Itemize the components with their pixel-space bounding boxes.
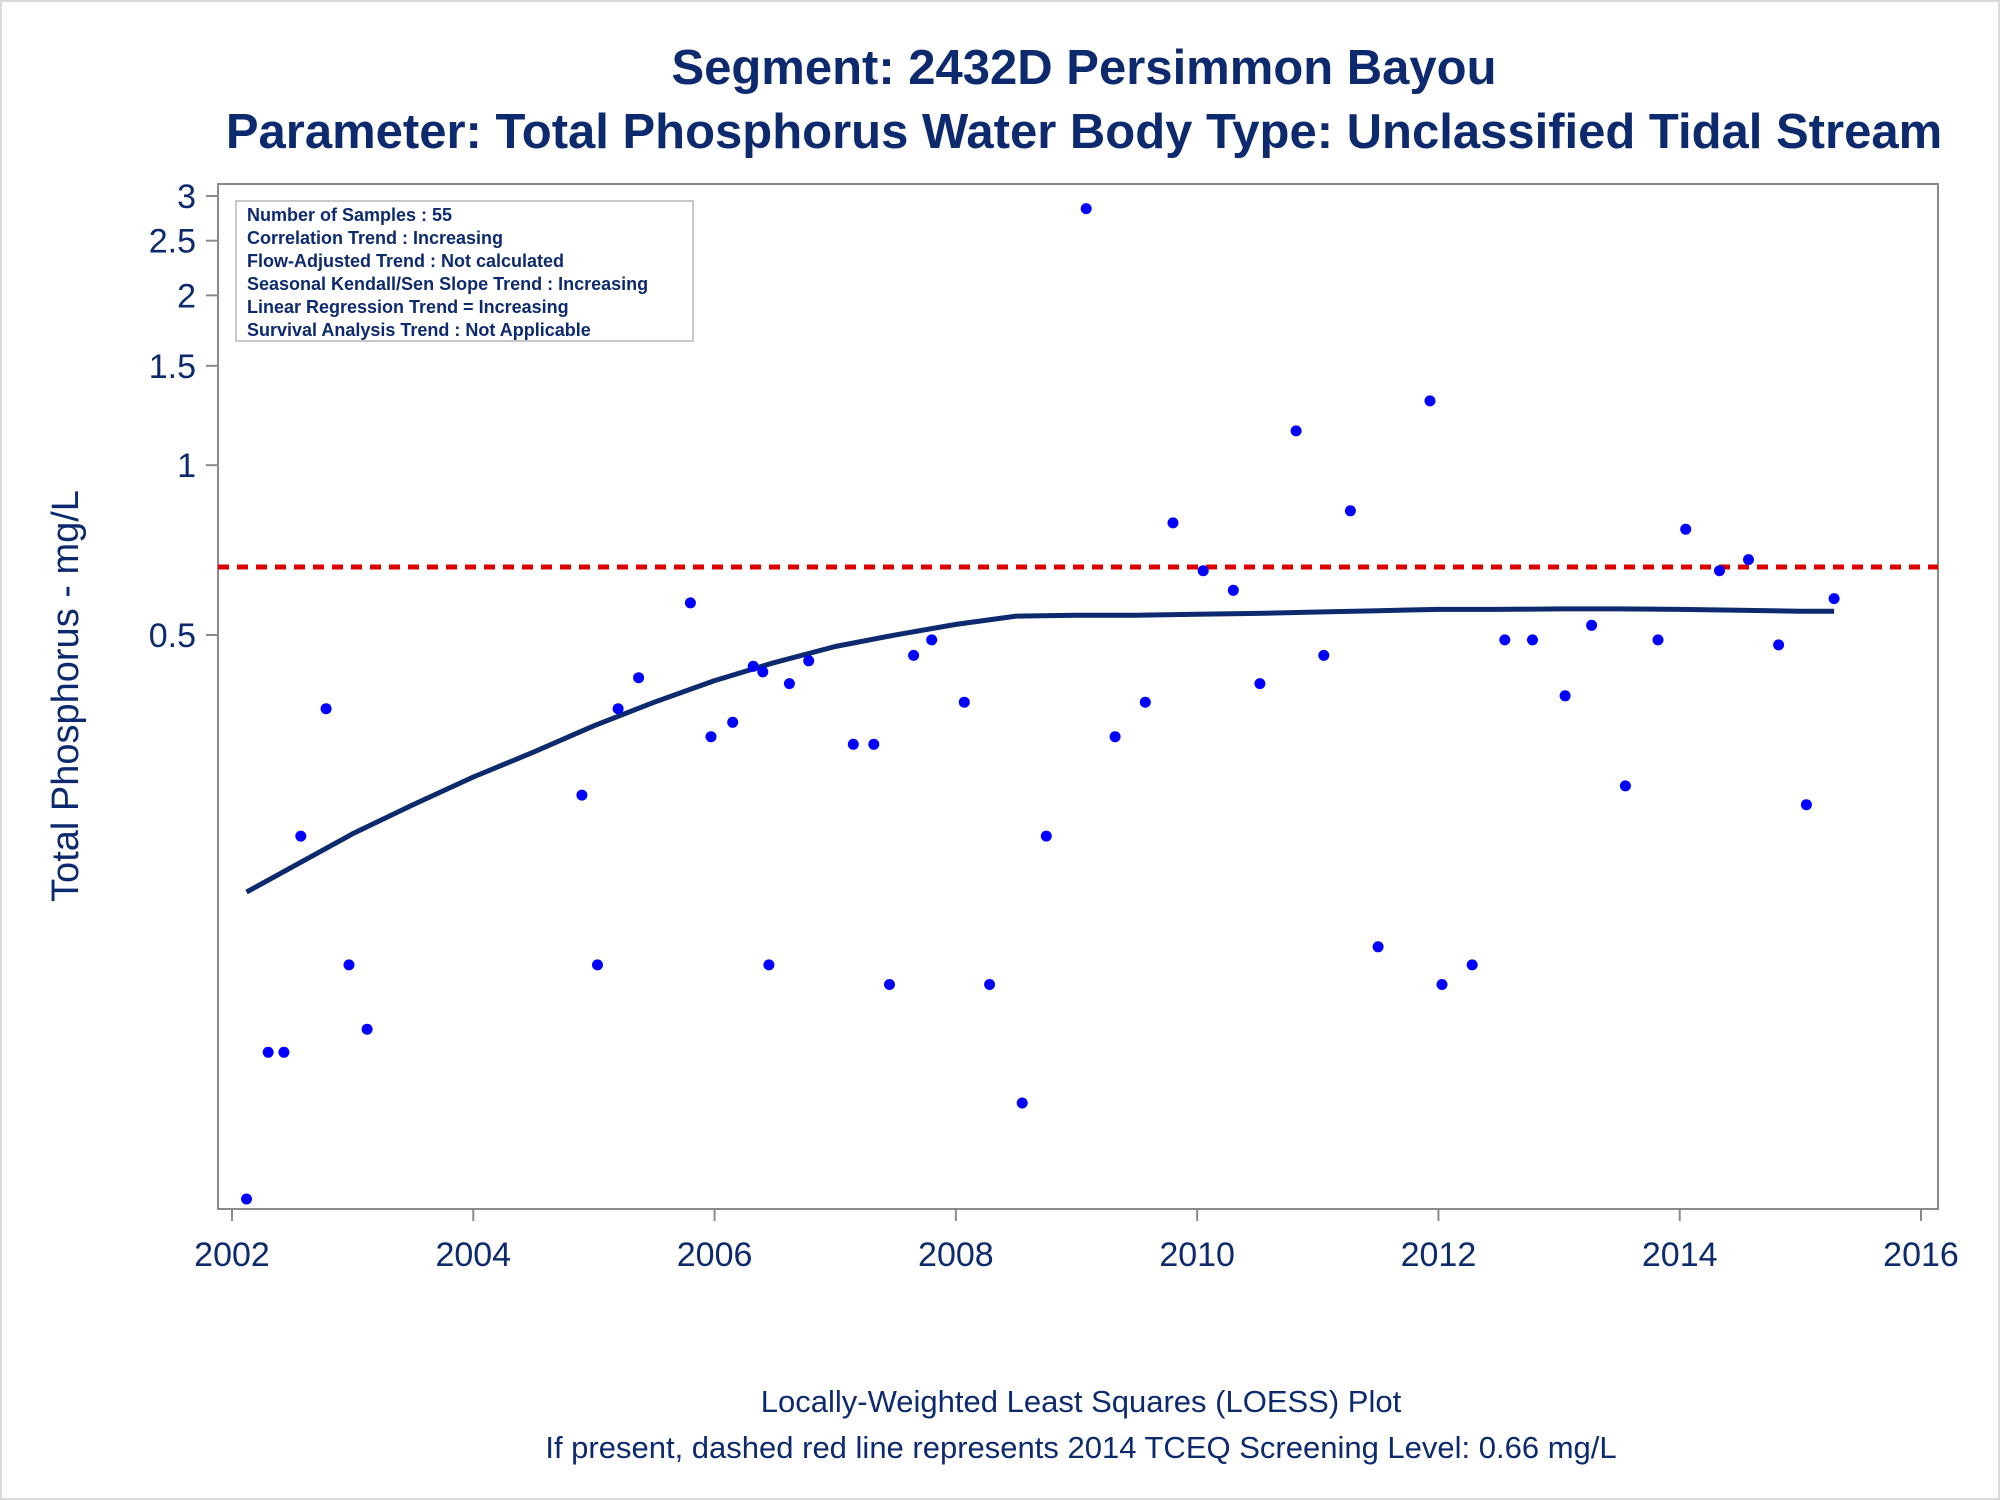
data-point <box>612 703 624 715</box>
data-point <box>1619 780 1631 792</box>
data-point <box>1559 690 1571 702</box>
x-tick-label: 2008 <box>918 1236 994 1274</box>
x-tick-label: 2014 <box>1642 1236 1718 1274</box>
data-point <box>576 789 588 801</box>
data-point <box>278 1046 290 1058</box>
data-point <box>1527 634 1538 646</box>
y-tick-label: 2.5 <box>149 223 196 261</box>
data-point <box>803 655 815 667</box>
data-point <box>262 1046 274 1058</box>
y-axis: 0.5 1 1.5 2 2.5 3 <box>149 178 218 655</box>
data-point <box>1828 593 1840 605</box>
data-point <box>1586 619 1598 631</box>
y-tick-label: 1 <box>177 447 196 485</box>
data-point <box>1197 565 1209 577</box>
plot-area <box>217 183 1939 1210</box>
data-point <box>361 1023 373 1035</box>
data-point <box>1466 959 1478 971</box>
data-point <box>1227 584 1239 596</box>
data-point <box>343 959 355 971</box>
stats-linear-regression: Linear Regression Trend = Increasing <box>247 297 569 317</box>
data-point <box>1254 678 1266 690</box>
footnote-loess: Locally-Weighted Least Squares (LOESS) P… <box>761 1384 1402 1419</box>
chart-title: Segment: 2432D Persimmon Bayou <box>671 41 1496 95</box>
footnote-screening: If present, dashed red line represents 2… <box>545 1430 1616 1465</box>
data-point <box>1344 505 1356 517</box>
x-tick-label: 2006 <box>677 1236 753 1274</box>
data-point <box>1139 696 1151 708</box>
data-point <box>1773 639 1785 651</box>
data-point <box>847 738 859 750</box>
data-point <box>1714 565 1725 577</box>
data-point <box>633 672 645 684</box>
x-tick-label: 2016 <box>1883 1236 1959 1274</box>
y-tick-label: 2 <box>177 277 196 315</box>
data-point <box>1372 941 1384 953</box>
y-tick-label: 3 <box>177 178 196 216</box>
data-point <box>1290 425 1302 437</box>
data-point <box>592 959 603 971</box>
data-point <box>747 660 759 672</box>
data-point <box>763 959 775 971</box>
data-point <box>757 666 769 678</box>
data-point <box>783 678 795 690</box>
data-point <box>727 716 739 728</box>
stats-samples: Number of Samples : 55 <box>247 205 452 225</box>
data-point <box>984 979 996 990</box>
y-tick-label: 0.5 <box>149 617 196 655</box>
y-tick-label: 1.5 <box>149 348 196 386</box>
data-point <box>1800 799 1812 811</box>
x-tick-label: 2002 <box>194 1236 270 1274</box>
chart-subtitle: Parameter: Total Phosphorus Water Body T… <box>226 105 1942 159</box>
data-point <box>320 703 332 715</box>
data-point <box>295 830 307 842</box>
data-point <box>684 597 696 609</box>
data-points <box>241 203 1840 1205</box>
data-point <box>1167 517 1179 529</box>
x-axis: 2002 2004 2006 2008 2010 2012 2014 2016 <box>194 1209 1959 1274</box>
stats-correlation: Correlation Trend : Increasing <box>247 228 503 248</box>
data-point <box>958 696 970 708</box>
data-point <box>1040 830 1052 842</box>
y-axis-label: Total Phosphorus - mg/L <box>45 490 87 902</box>
data-point <box>884 979 895 990</box>
data-point <box>1652 634 1664 646</box>
data-point <box>926 634 938 646</box>
stats-survival: Survival Analysis Trend : Not Applicable <box>247 320 591 340</box>
stats-flow-adjusted: Flow-Adjusted Trend : Not calculated <box>247 251 564 271</box>
stats-box <box>235 200 694 342</box>
stats-seasonal-kendall: Seasonal Kendall/Sen Slope Trend : Incre… <box>247 274 648 294</box>
data-point <box>1109 731 1121 743</box>
x-tick-label: 2004 <box>435 1236 511 1274</box>
data-point <box>908 649 920 661</box>
data-point <box>1499 634 1511 646</box>
data-point <box>1424 395 1436 407</box>
loess-trend-line <box>245 606 1835 895</box>
data-point <box>1318 649 1330 661</box>
data-point <box>241 1193 252 1205</box>
x-tick-label: 2012 <box>1401 1236 1477 1274</box>
data-point <box>1680 523 1692 535</box>
data-point <box>1080 203 1092 215</box>
data-point <box>868 738 880 750</box>
data-point <box>705 731 717 743</box>
data-point <box>1016 1097 1028 1109</box>
data-point <box>1743 554 1754 566</box>
x-tick-label: 2010 <box>1159 1236 1235 1274</box>
data-point <box>1436 979 1448 990</box>
